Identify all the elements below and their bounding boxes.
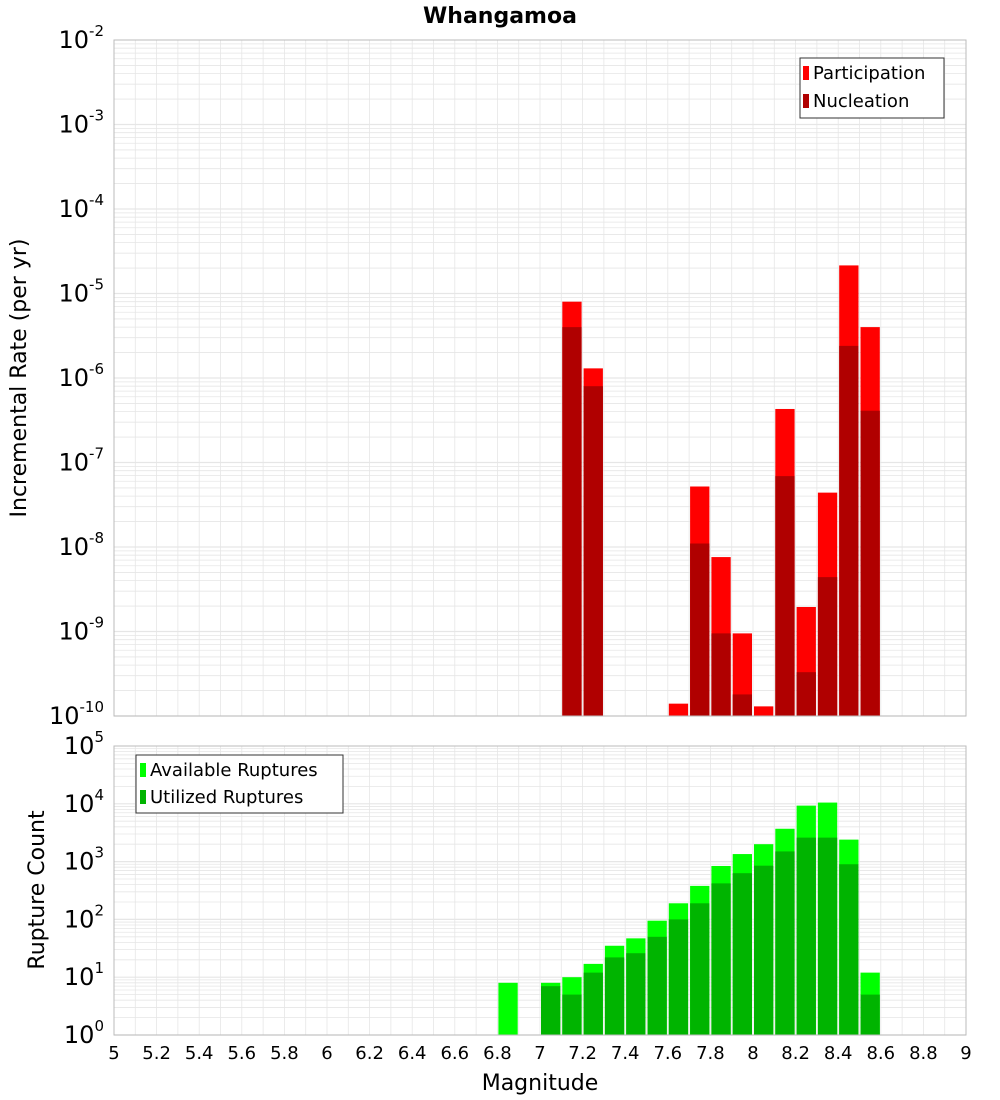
- rate-bar-nucleation: [690, 543, 710, 716]
- count-legend: Available Ruptures Utilized Ruptures: [135, 754, 344, 814]
- legend-swatch-available: [140, 763, 146, 777]
- count-bar-utilized-ruptures: [690, 903, 710, 1035]
- x-tick-label: 6.6: [440, 1043, 469, 1064]
- x-tick-label: 7: [534, 1043, 545, 1064]
- count-bar-utilized-ruptures: [711, 883, 731, 1035]
- rate-bar-nucleation: [562, 327, 582, 716]
- rate-bar-nucleation: [817, 577, 838, 716]
- rate-bar-nucleation: [711, 633, 731, 716]
- count-bar-utilized-ruptures: [541, 986, 561, 1035]
- count-bar-utilized-ruptures: [647, 936, 667, 1035]
- count-y-tick-label: 100: [64, 1017, 104, 1049]
- x-tick-label: 5.8: [270, 1043, 299, 1064]
- rate-grid: [113, 40, 967, 717]
- count-bar-utilized-ruptures: [668, 919, 689, 1035]
- rate-y-axis-title: Incremental Rate (per yr): [7, 239, 32, 518]
- rate-legend: Participation Nucleation: [799, 57, 945, 119]
- x-tick-label: 7.4: [611, 1043, 640, 1064]
- rate-y-tick-label: 10-10: [49, 698, 104, 730]
- count-y-tick-label: 104: [64, 786, 104, 818]
- rate-bar-nucleation: [583, 386, 603, 716]
- x-tick-label: 7.8: [696, 1043, 725, 1064]
- count-panel: 100 101 102 103 104 105 Rupture Count Availab…: [25, 728, 967, 1049]
- count-bar-utilized-ruptures: [817, 837, 838, 1035]
- rate-y-tick-label: 10-6: [58, 360, 104, 392]
- x-tick-label: 5: [108, 1043, 119, 1064]
- rate-bar-participation: [668, 703, 689, 716]
- count-bar-utilized-ruptures: [775, 851, 795, 1035]
- rate-y-tick-label: 10-7: [58, 445, 104, 477]
- rate-y-tick-label: 10-8: [58, 529, 104, 561]
- count-bar-utilized-ruptures: [839, 864, 859, 1035]
- count-bar-utilized-ruptures: [604, 957, 625, 1035]
- count-y-tick-labels: 100 101 102 103 104 105: [64, 728, 104, 1049]
- rate-y-tick-label: 10-9: [58, 614, 104, 646]
- count-bars: [498, 802, 880, 1035]
- count-y-tick-label: 101: [64, 959, 104, 991]
- x-tick-label: 9: [960, 1043, 971, 1064]
- x-tick-label: 8.2: [781, 1043, 810, 1064]
- rate-bar-nucleation: [796, 672, 816, 716]
- count-bar-utilized-ruptures: [626, 953, 646, 1035]
- count-bar-utilized-ruptures: [732, 873, 752, 1035]
- rate-y-tick-label: 10-3: [58, 107, 104, 139]
- count-y-tick-label: 105: [64, 728, 104, 760]
- legend-label-utilized: Utilized Ruptures: [150, 787, 303, 808]
- x-tick-label: 7.2: [568, 1043, 597, 1064]
- rate-bar-nucleation: [732, 694, 752, 716]
- count-bar-utilized-ruptures: [562, 994, 582, 1035]
- legend-label-participation: Participation: [813, 63, 925, 84]
- x-tick-label: 8.4: [824, 1043, 853, 1064]
- rate-y-tick-label: 10-5: [58, 276, 104, 308]
- x-tick-label: 8.6: [866, 1043, 895, 1064]
- count-y-axis-title: Rupture Count: [25, 810, 50, 970]
- count-plot-frame: [113, 745, 967, 1036]
- rate-y-tick-label: 10-4: [58, 191, 104, 223]
- count-bar-utilized-ruptures: [583, 972, 603, 1035]
- legend-label-available: Available Ruptures: [150, 760, 318, 781]
- count-bar-utilized-ruptures: [754, 865, 774, 1035]
- rate-bars: [562, 265, 880, 716]
- x-tick-label: 8: [747, 1043, 758, 1064]
- x-tick-label: 5.2: [142, 1043, 171, 1064]
- x-axis-title: Magnitude: [482, 1071, 599, 1096]
- x-tick-label: 5.4: [185, 1043, 214, 1064]
- x-tick-label: 6.4: [398, 1043, 427, 1064]
- rate-bar-nucleation: [860, 410, 880, 716]
- x-tick-labels: 5 5.2 5.4 5.6 5.8 6 6.2 6.4 6.6 6.8 7 7.2 7.4 7.6 7.8 8…: [108, 1043, 971, 1064]
- x-tick-label: 6: [321, 1043, 332, 1064]
- rate-y-tick-label: 10-2: [58, 22, 104, 54]
- x-tick-label: 7.6: [653, 1043, 682, 1064]
- legend-label-nucleation: Nucleation: [813, 91, 909, 112]
- rate-plot-frame: [113, 39, 967, 717]
- rate-panel: 10-10 10-9 10-8 10-7 10-6 10-5 10-4 10-3 10-2 In…: [7, 22, 967, 730]
- legend-swatch-nucleation: [803, 94, 809, 108]
- count-y-tick-label: 103: [64, 844, 104, 876]
- rate-y-tick-labels: 10-10 10-9 10-8 10-7 10-6 10-5 10-4 10-3 10-2: [49, 22, 104, 730]
- x-tick-label: 6.8: [483, 1043, 512, 1064]
- x-tick-label: 6.2: [355, 1043, 384, 1064]
- rate-bar-nucleation: [775, 476, 795, 716]
- rate-legend-box: [799, 57, 945, 119]
- x-tick-label: 8.8: [909, 1043, 938, 1064]
- rate-bar-participation: [754, 706, 774, 716]
- chart-title: Whangamoa: [423, 4, 577, 29]
- count-bar-utilized-ruptures: [796, 837, 816, 1035]
- count-y-tick-label: 102: [64, 901, 104, 933]
- count-legend-box: [135, 754, 344, 814]
- legend-swatch-utilized: [140, 790, 146, 804]
- x-tick-label: 5.6: [227, 1043, 256, 1064]
- rate-bar-nucleation: [839, 345, 859, 716]
- legend-swatch-participation: [803, 66, 809, 80]
- count-bar-utilized-ruptures: [860, 994, 880, 1035]
- count-bar-available-ruptures: [498, 982, 518, 1035]
